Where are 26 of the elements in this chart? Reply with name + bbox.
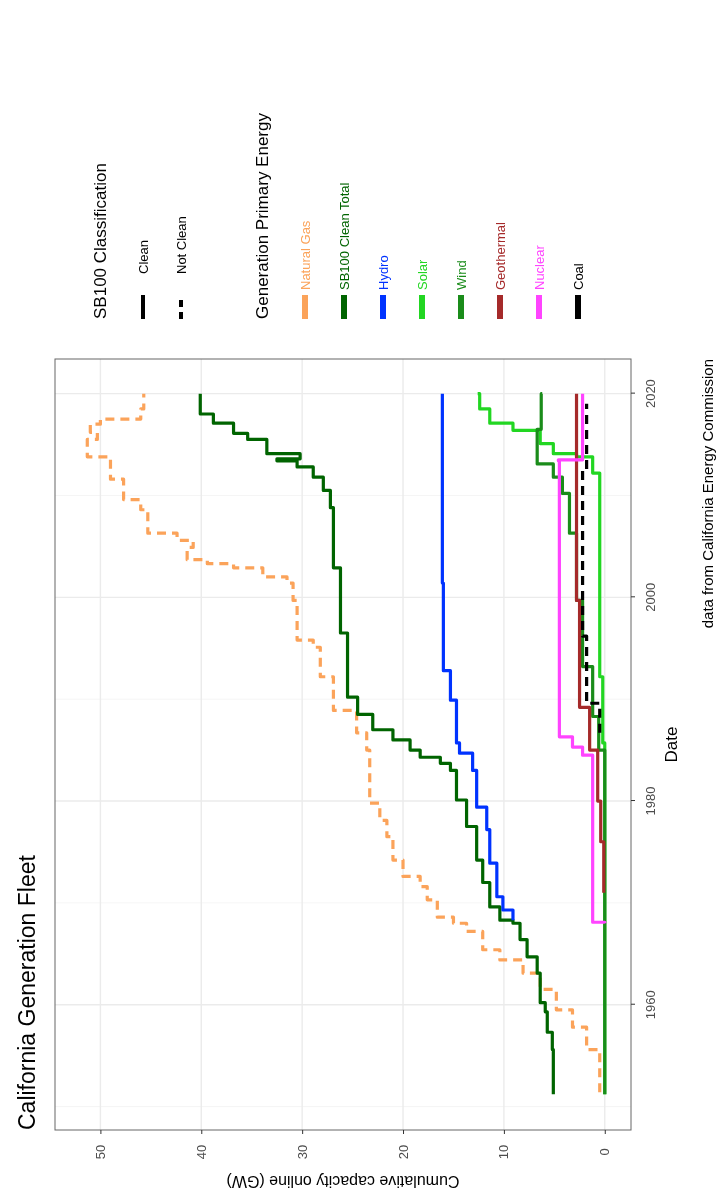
y-tick-label: 2020: [642, 379, 658, 409]
text: Clean: [135, 240, 151, 274]
x-axis-title: Cumulative capacity online (GW): [226, 1173, 460, 1190]
text: Wind: [453, 260, 469, 290]
x-tick-label: 30: [294, 1144, 310, 1160]
y-tick-label: 1960: [642, 990, 658, 1020]
text: SB100 Clean Total: [336, 182, 352, 290]
x-tick-label: 0: [597, 1148, 613, 1156]
x-tick-label: 10: [496, 1144, 512, 1160]
text: Not Clean: [173, 216, 189, 274]
x-tick-label: 20: [395, 1144, 411, 1160]
text: Geothermal: [492, 221, 508, 290]
text: Hydro: [375, 255, 391, 290]
x-tick-label: 50: [92, 1144, 108, 1160]
text: Coal: [570, 263, 586, 290]
text: Nuclear: [531, 244, 547, 290]
legend-title: Generation Primary Energy: [252, 112, 272, 319]
y-tick-label: 2000: [642, 582, 658, 612]
text: Natural Gas: [297, 220, 313, 290]
text: Solar: [414, 258, 430, 290]
text: SB100 Classification: [90, 163, 110, 319]
y-tick-label: 1980: [642, 786, 658, 816]
text: California Generation Fleet: [14, 854, 40, 1130]
y-axis-title: Date: [662, 726, 681, 763]
text: data from California Energy Commission: [699, 359, 716, 629]
x-tick-label: 40: [193, 1144, 209, 1160]
